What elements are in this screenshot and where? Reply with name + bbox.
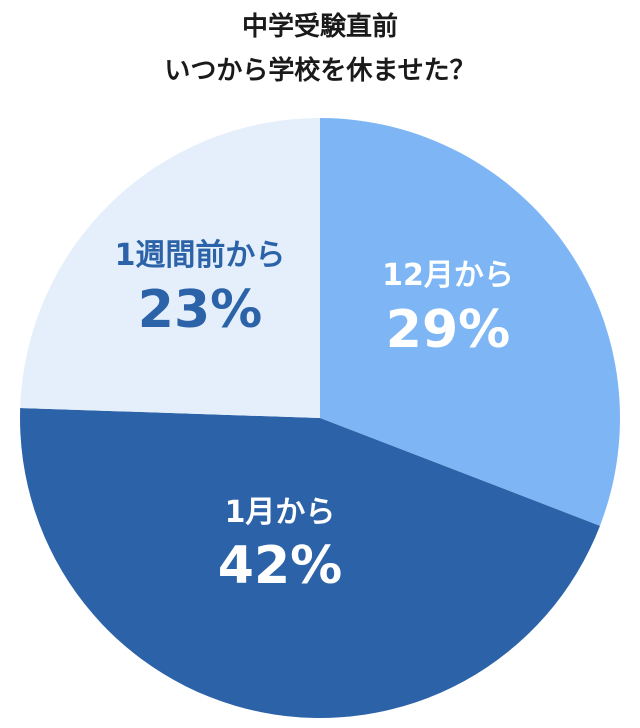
slice-value-label: 23% — [138, 280, 262, 340]
pie-slice — [19, 407, 600, 718]
slice-label: 1週間前から — [115, 238, 286, 273]
slice-value-label: 42% — [218, 536, 342, 596]
slice-label: 1月から — [225, 495, 336, 530]
slice-value-label: 29% — [386, 300, 510, 360]
pie-slice — [320, 118, 620, 526]
chart-title-line-1: 中学受験直前 — [241, 12, 398, 42]
slice-label: 12月から — [382, 258, 514, 293]
pie-slice — [20, 118, 320, 418]
chart-title-line-2: いつから学校を休ませた？ — [164, 56, 476, 86]
